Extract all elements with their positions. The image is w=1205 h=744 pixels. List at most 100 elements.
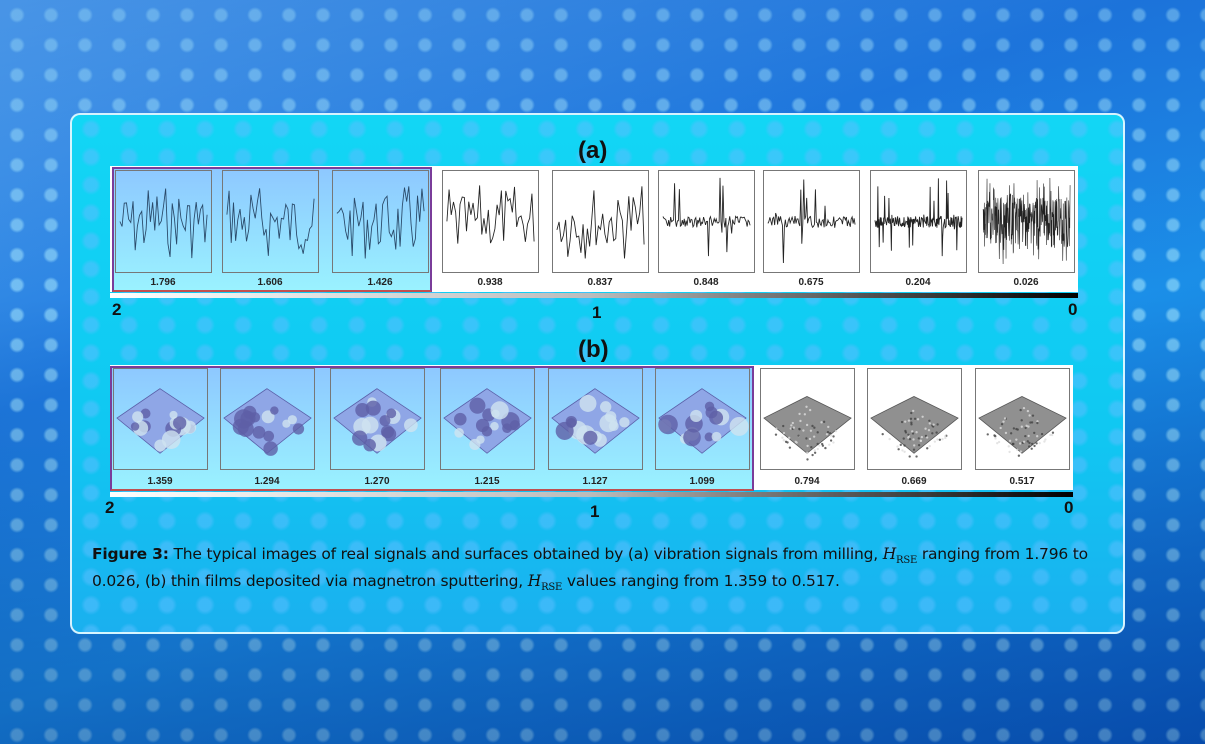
- surface-bump: [917, 437, 920, 440]
- surface-bump: [789, 427, 792, 430]
- signal-trace: [767, 179, 856, 264]
- surface-bump: [798, 427, 801, 431]
- surface-bump: [1026, 440, 1029, 443]
- surface-bump: [1028, 441, 1031, 445]
- surface-bump: [829, 439, 833, 442]
- surface-bump: [1028, 414, 1031, 417]
- panel-b-scale-bar: [110, 492, 1073, 497]
- surface-bump: [355, 403, 370, 418]
- surface-plot: [330, 368, 425, 470]
- surface-bump: [704, 432, 714, 442]
- surface-bump: [1030, 447, 1033, 450]
- surface-bump: [932, 425, 935, 428]
- surface-bump: [925, 436, 929, 439]
- signal-trace: [874, 178, 963, 257]
- surface-bump: [896, 445, 899, 448]
- hrse-value: 1.294: [254, 476, 280, 487]
- panel-a-scale-bar: [110, 293, 1078, 298]
- signal-trace: [119, 188, 208, 259]
- surface-bump: [173, 416, 187, 430]
- surface-bump: [476, 435, 485, 444]
- surface-bump: [805, 437, 808, 440]
- surface-bump: [806, 451, 809, 455]
- surface-bump: [904, 431, 908, 434]
- surface-bump: [604, 411, 617, 423]
- surface-bump: [941, 437, 944, 441]
- signal-trace: [662, 177, 751, 257]
- surface-bump: [805, 423, 809, 427]
- surface-bump: [1038, 442, 1041, 445]
- surface-bump: [834, 429, 838, 433]
- caption-text-1: The typical images of real signals and s…: [168, 545, 883, 563]
- surface-bump: [791, 421, 794, 425]
- surface-bump: [924, 427, 927, 430]
- surface-bump: [555, 421, 574, 440]
- surface-bump: [690, 409, 703, 423]
- surface-bump: [1009, 432, 1013, 435]
- surface-bump: [287, 415, 297, 425]
- surface-bump: [386, 408, 397, 419]
- surface-bump: [263, 430, 275, 442]
- surface-bump: [261, 410, 275, 424]
- surface-bump: [913, 444, 916, 447]
- surface-bump: [1027, 445, 1031, 448]
- surface-bump: [901, 449, 904, 452]
- surface-bump: [782, 439, 785, 442]
- surface-bump: [169, 410, 178, 419]
- surface-bump: [813, 449, 816, 452]
- surface-bump: [812, 435, 816, 438]
- signal-plot: [763, 170, 860, 273]
- surface-bump: [249, 412, 261, 423]
- surface-bump: [908, 455, 911, 458]
- hrse-value: 0.204: [905, 277, 931, 288]
- hrse-value: 1.426: [367, 277, 393, 288]
- surface-plot: [760, 368, 855, 470]
- caption-label: Figure 3:: [92, 545, 169, 563]
- surface-bump: [904, 420, 907, 423]
- surface-bump: [270, 406, 279, 415]
- surface-shape: [658, 388, 747, 454]
- surface-bump: [818, 444, 821, 447]
- signal-trace: [982, 178, 1071, 265]
- surface-bump: [788, 436, 791, 439]
- surface-bump: [808, 408, 812, 412]
- surface-bump: [798, 412, 801, 416]
- surface-bump: [813, 426, 816, 429]
- surface-bump: [729, 416, 749, 436]
- surface-bump: [1018, 442, 1022, 445]
- surface-bump: [820, 421, 823, 424]
- signal-plot: [222, 170, 319, 273]
- surface-plot: [548, 368, 643, 470]
- surface-bump: [813, 451, 817, 454]
- caption-symbol: H: [882, 545, 897, 563]
- surface-bump: [781, 436, 784, 439]
- surface-bump: [1027, 425, 1030, 428]
- surface-bump: [1024, 434, 1027, 438]
- surface-bump: [911, 432, 915, 435]
- surface-bump: [1000, 423, 1004, 426]
- surface-bump: [1030, 421, 1034, 424]
- panel-a-scale-2: 2: [112, 300, 122, 319]
- hrse-value: 0.848: [693, 277, 719, 288]
- surface-bump: [912, 448, 916, 451]
- surface-bump: [379, 415, 391, 427]
- surface-bump: [825, 433, 829, 436]
- surface-bump: [1025, 424, 1028, 428]
- surface-bump: [658, 414, 678, 435]
- hrse-value: 0.837: [587, 277, 613, 288]
- surface-bump: [933, 440, 937, 443]
- caption-subscript-2: RSE: [541, 582, 563, 594]
- surface-bump: [1029, 421, 1032, 424]
- surface-bump: [1044, 438, 1047, 441]
- surface-bump: [811, 453, 814, 457]
- hrse-value: 1.796: [150, 277, 176, 288]
- surface-bump: [928, 419, 931, 422]
- figure-caption: Figure 3: The typical images of real sig…: [92, 544, 1112, 598]
- surface-bump: [352, 430, 368, 446]
- surface-bump: [481, 426, 493, 437]
- hrse-value: 0.517: [1009, 476, 1035, 487]
- panel-b-scale-2: 2: [105, 498, 115, 517]
- surface-bump: [711, 431, 722, 442]
- surface-bump: [921, 415, 924, 418]
- surface-bump: [509, 420, 521, 431]
